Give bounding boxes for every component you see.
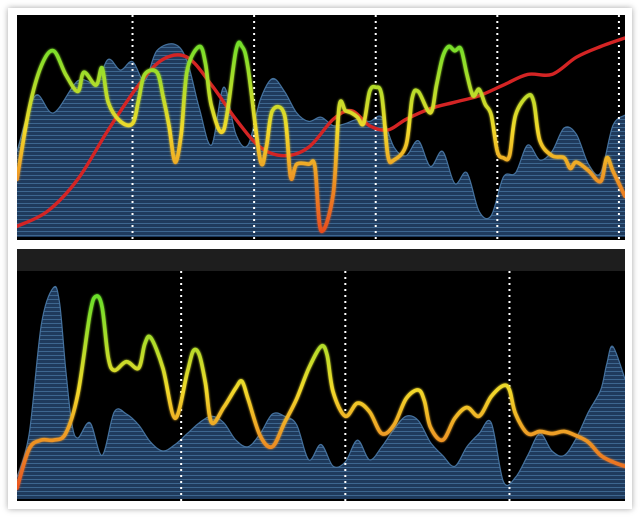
top-chart-panel xyxy=(17,15,625,240)
bottom-chart-panel xyxy=(17,249,625,501)
bottom-chart-header-strip xyxy=(17,249,625,271)
gradient-line-series xyxy=(17,294,625,490)
gradient-line-series xyxy=(17,40,625,234)
filled-area-series xyxy=(17,43,625,237)
filled-area-outline xyxy=(17,285,625,486)
top-chart xyxy=(17,15,625,240)
bottom-chart xyxy=(17,271,625,501)
filled-area-series xyxy=(17,286,625,499)
